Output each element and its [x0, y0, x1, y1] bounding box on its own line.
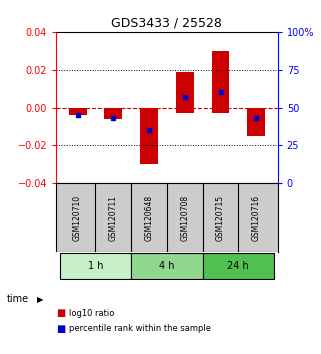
- Text: 1 h: 1 h: [88, 261, 103, 271]
- Text: 24 h: 24 h: [228, 261, 249, 271]
- Text: GSM120716: GSM120716: [252, 195, 261, 241]
- Text: GSM120648: GSM120648: [144, 195, 153, 241]
- Bar: [247, 108, 265, 136]
- Bar: [131, 253, 203, 279]
- Bar: [60, 253, 131, 279]
- Text: percentile rank within the sample: percentile rank within the sample: [69, 324, 211, 333]
- Text: GSM120711: GSM120711: [109, 195, 118, 241]
- Text: ■: ■: [56, 308, 65, 318]
- Bar: [104, 108, 122, 119]
- Text: ▶: ▶: [37, 295, 43, 304]
- Bar: [212, 51, 230, 113]
- Text: 4 h: 4 h: [159, 261, 175, 271]
- Text: log10 ratio: log10 ratio: [69, 309, 114, 318]
- Bar: [140, 108, 158, 164]
- Text: ■: ■: [56, 324, 65, 333]
- Bar: [176, 72, 194, 113]
- Text: GSM120710: GSM120710: [73, 195, 82, 241]
- Text: GSM120715: GSM120715: [216, 195, 225, 241]
- Bar: [203, 253, 274, 279]
- Text: time: time: [6, 294, 29, 304]
- Title: GDS3433 / 25528: GDS3433 / 25528: [111, 16, 222, 29]
- Bar: [69, 108, 87, 115]
- Text: GSM120708: GSM120708: [180, 195, 189, 241]
